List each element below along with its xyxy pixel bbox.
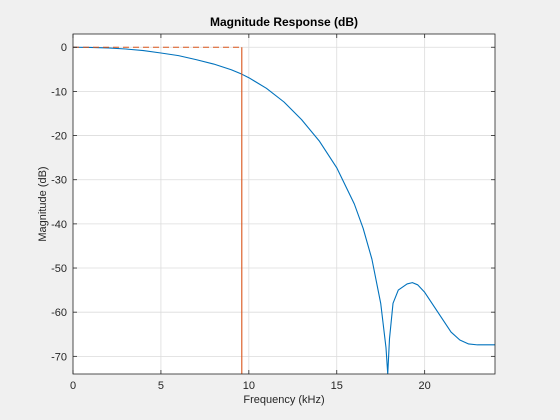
x-axis-label: Frequency (kHz) xyxy=(243,394,324,406)
series-group xyxy=(73,46,495,374)
plot-area xyxy=(73,46,495,374)
axes-background xyxy=(73,34,495,374)
axes-box xyxy=(72,33,496,375)
x-tick-label: 20 xyxy=(419,380,431,392)
grid-lines xyxy=(72,34,495,374)
x-tick-labels: 0 5 10 15 20 xyxy=(70,380,431,392)
tick-marks xyxy=(72,34,495,374)
x-tick-label: 5 xyxy=(158,380,164,392)
y-axis-label: Magnitude (dB) xyxy=(37,166,49,241)
y-tick-label: -30 xyxy=(51,175,67,187)
y-tick-label: -60 xyxy=(51,307,67,319)
x-tick-label: 10 xyxy=(243,380,255,392)
y-tick-label: -40 xyxy=(51,219,67,231)
chart-title: Magnitude Response (dB) xyxy=(210,15,358,29)
y-tick-label: -20 xyxy=(51,131,67,143)
magnitude-response-line xyxy=(73,46,495,374)
x-tick-label: 15 xyxy=(331,380,343,392)
y-tick-label: 0 xyxy=(61,42,67,54)
y-tick-label: -10 xyxy=(51,86,67,98)
y-tick-label: -50 xyxy=(51,263,67,275)
x-tick-label: 0 xyxy=(70,380,76,392)
y-tick-labels: 0 -10 -20 -30 -40 -50 -60 -70 xyxy=(51,42,67,363)
y-tick-label: -70 xyxy=(51,351,67,363)
